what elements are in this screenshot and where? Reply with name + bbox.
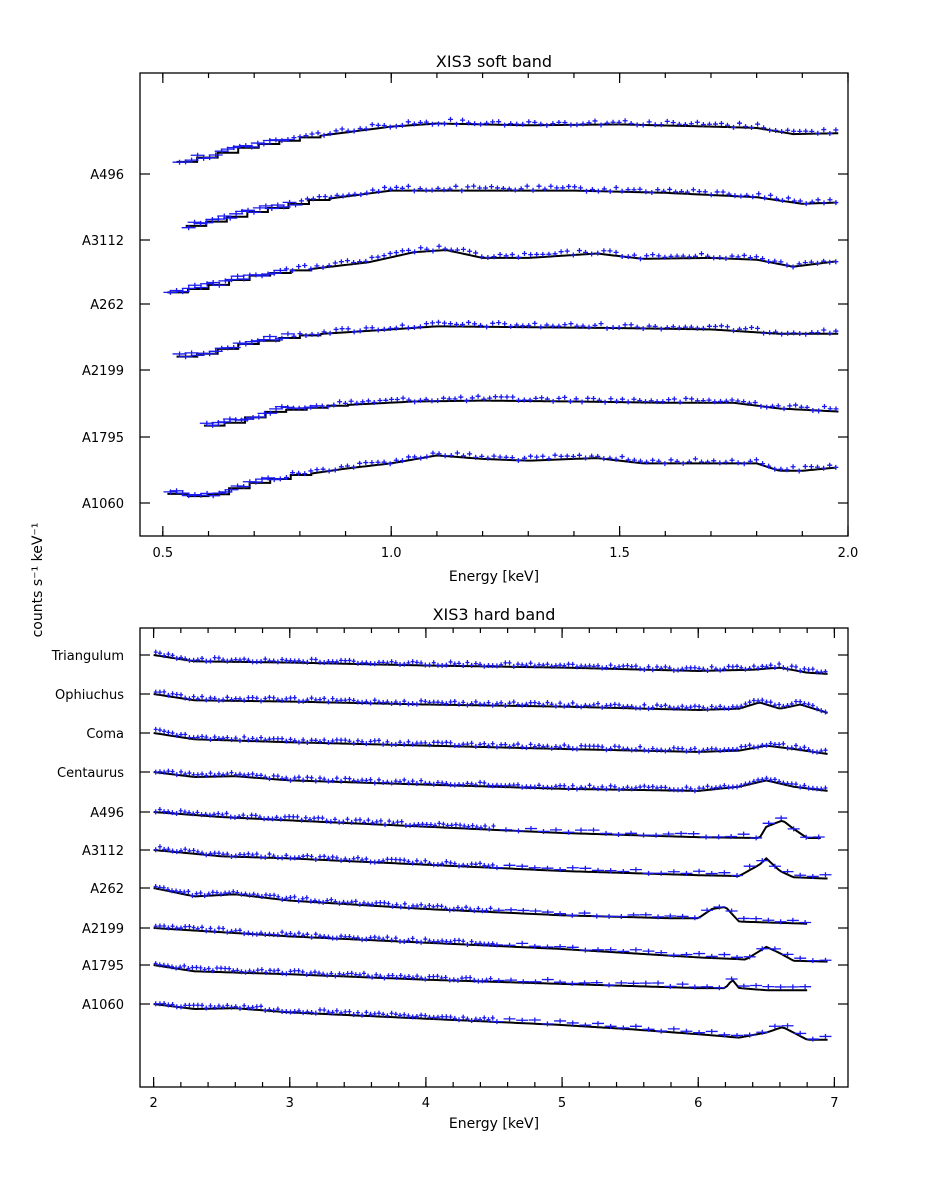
soft-series-label: A3112: [82, 234, 124, 249]
hard-series-data-points: [153, 726, 828, 755]
hard-title: XIS3 hard band: [433, 605, 556, 624]
hard-series-model: [153, 693, 828, 714]
hard-x-tick-label: 6: [694, 1096, 702, 1111]
soft-plot-frame: [139, 72, 849, 537]
soft-band-panel: XIS3 soft band Energy [keV] 0.5 1.0 1.5 2.0 A1…: [82, 52, 858, 585]
hard-series-model: [153, 927, 828, 963]
hard-x-tick-label: 2: [149, 1096, 157, 1111]
hard-series-model: [153, 654, 828, 675]
soft-series-label: A262: [90, 298, 124, 313]
soft-series-model: [167, 454, 837, 498]
hard-series-model: [153, 811, 821, 840]
soft-series-data-points: [163, 450, 839, 499]
hard-plot-frame: [139, 627, 849, 1088]
hard-series-label: A496: [90, 806, 124, 821]
soft-series-model: [185, 189, 838, 227]
hard-series-model: [153, 849, 828, 880]
hard-series-data-points: [153, 844, 832, 879]
soft-series-label: A1060: [82, 497, 124, 512]
hard-series-data-points: [153, 806, 825, 841]
hard-series-model: [153, 771, 828, 792]
soft-title: XIS3 soft band: [436, 52, 552, 71]
soft-x-tick-label: 0.5: [152, 546, 173, 561]
soft-series-model: [203, 399, 839, 427]
hard-series-data-points: [153, 1000, 832, 1042]
hard-series-label: Coma: [86, 727, 124, 742]
hard-series-data-points: [153, 768, 828, 794]
soft-x-tick-label: 1.0: [381, 546, 402, 561]
soft-series-label: A1795: [82, 431, 124, 446]
hard-series-label: A3112: [82, 844, 124, 859]
soft-series-data-points: [172, 116, 839, 165]
hard-series-label: Triangulum: [51, 649, 124, 664]
hard-series-data-points: [153, 884, 812, 926]
soft-x-axis-label: Energy [keV]: [449, 569, 539, 585]
hard-series-label: Ophiuchus: [55, 688, 124, 703]
soft-series-data-points: [163, 243, 839, 295]
hard-series-label: A1060: [82, 998, 124, 1013]
hard-series-label: Centaurus: [57, 766, 124, 781]
hard-series-data-points: [153, 689, 828, 715]
soft-series-model: [167, 249, 837, 294]
hard-series-label: A2199: [82, 922, 124, 937]
hard-x-tick-label: 5: [558, 1096, 566, 1111]
hard-x-tick-label: 4: [422, 1096, 430, 1111]
hard-series-data-points: [153, 961, 812, 991]
hard-series-model: [153, 732, 828, 755]
y-axis-label: counts s⁻¹ keV⁻¹: [30, 523, 46, 638]
soft-x-tick-label: 2.0: [838, 546, 859, 561]
soft-series-model: [176, 122, 839, 163]
hard-series-label: A1795: [82, 959, 124, 974]
hard-band-panel: XIS3 hard band Energy [keV] 2 3 4 5 6 7 A1060 A17…: [51, 605, 849, 1132]
soft-series-label: A2199: [82, 364, 124, 379]
soft-series-label: A496: [90, 168, 124, 183]
soft-series-data-points: [199, 393, 839, 428]
hard-x-axis-label: Energy [keV]: [449, 1116, 539, 1132]
soft-series-data-points: [172, 319, 839, 360]
hard-x-tick-label: 7: [830, 1096, 838, 1111]
hard-series-model: [153, 964, 808, 992]
hard-series-model: [153, 887, 808, 925]
hard-series-label: A262: [90, 882, 124, 897]
soft-x-tick-label: 1.5: [609, 546, 630, 561]
hard-series-data-points: [153, 649, 828, 675]
soft-series-data-points: [181, 183, 839, 231]
hard-series-data-points: [153, 923, 832, 964]
hard-x-tick-label: 3: [286, 1096, 294, 1111]
